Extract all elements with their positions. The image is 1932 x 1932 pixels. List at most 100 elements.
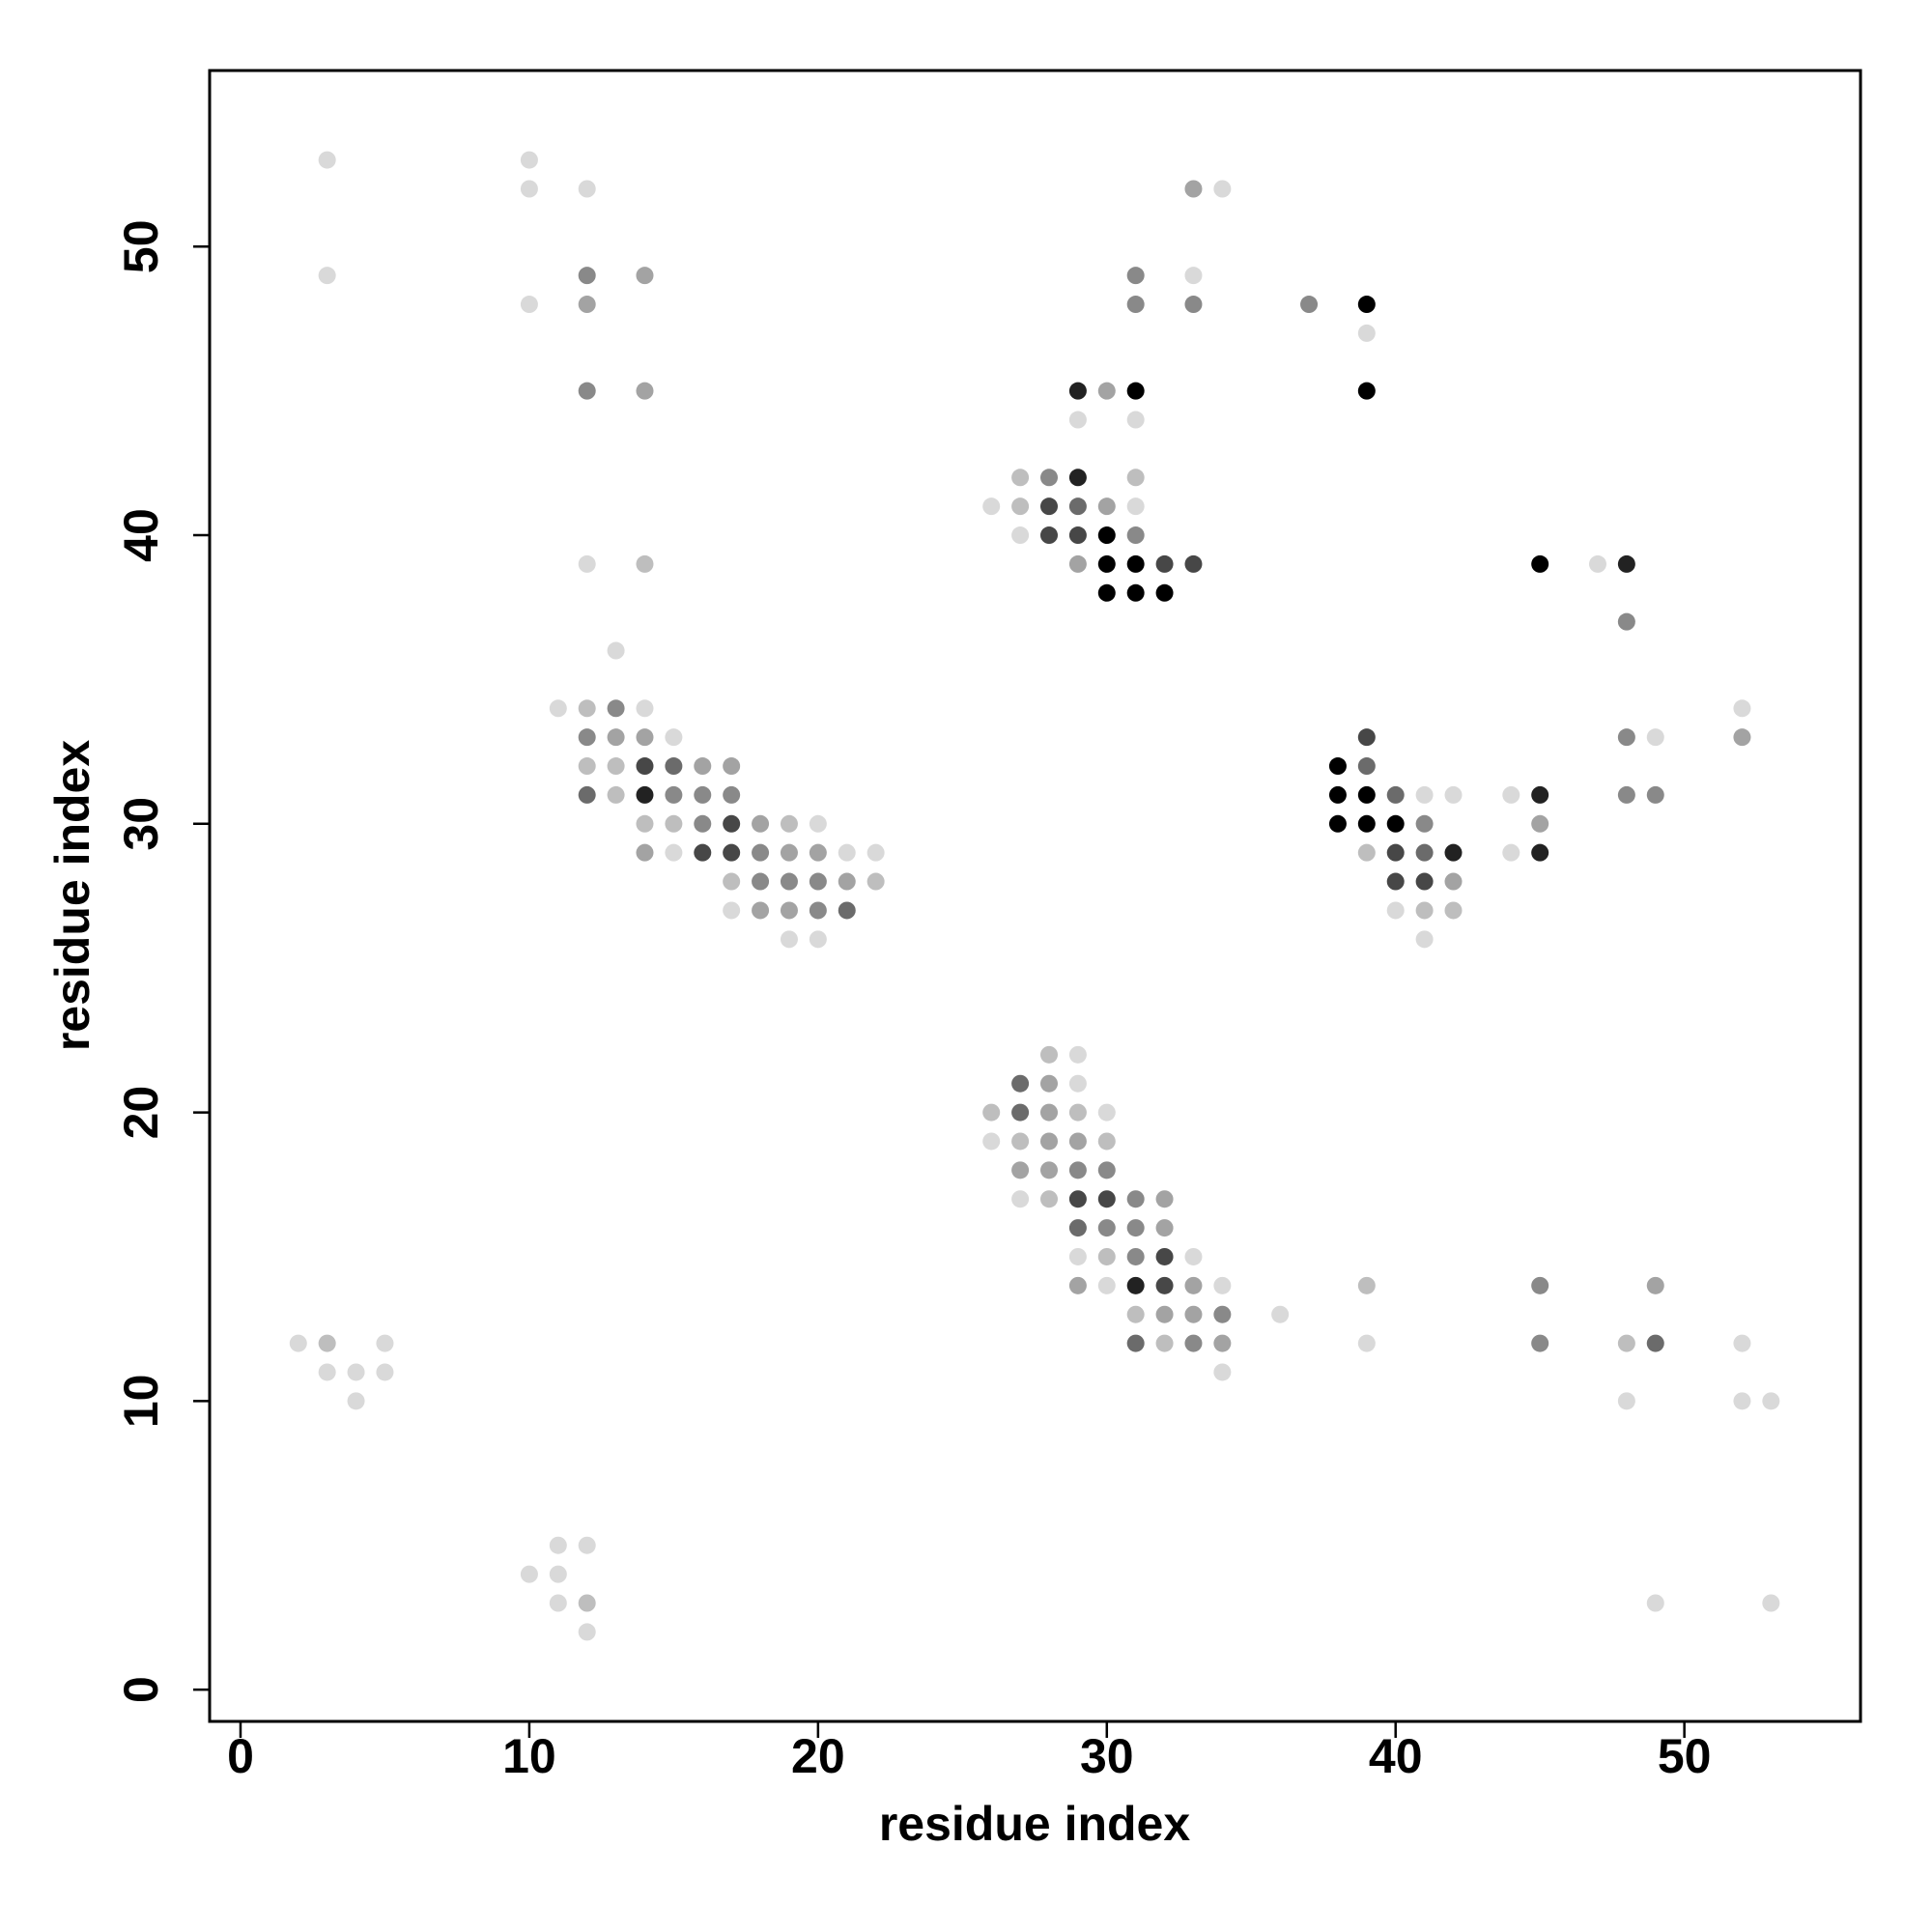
point xyxy=(1097,1190,1116,1208)
point xyxy=(1444,872,1463,891)
point xyxy=(318,151,336,169)
point xyxy=(607,785,625,804)
point xyxy=(1039,497,1058,516)
point xyxy=(1415,814,1434,833)
point xyxy=(1097,1219,1116,1237)
point xyxy=(1126,1247,1145,1265)
point xyxy=(1588,554,1606,573)
point xyxy=(1126,382,1145,400)
point xyxy=(1531,554,1549,573)
point xyxy=(867,843,885,862)
point xyxy=(1097,1161,1116,1179)
point xyxy=(318,1334,336,1352)
point xyxy=(1039,1132,1058,1151)
point xyxy=(780,814,798,833)
point xyxy=(1097,583,1116,602)
point xyxy=(1531,1334,1549,1352)
point xyxy=(1386,785,1405,804)
point xyxy=(1155,554,1174,573)
point xyxy=(1357,324,1376,342)
point xyxy=(809,930,827,949)
point xyxy=(780,872,798,891)
y-tick-label: 0 xyxy=(114,1676,168,1703)
point xyxy=(1184,1247,1203,1265)
point xyxy=(982,1103,1001,1122)
point xyxy=(376,1334,394,1352)
point xyxy=(1155,1334,1174,1352)
point xyxy=(694,785,712,804)
point xyxy=(1386,814,1405,833)
point xyxy=(1213,1363,1232,1381)
point xyxy=(636,757,654,776)
point xyxy=(1068,1074,1087,1093)
point xyxy=(520,151,538,169)
point xyxy=(549,1536,567,1554)
point xyxy=(1097,1247,1116,1265)
point xyxy=(1126,411,1145,429)
x-tick-label: 20 xyxy=(791,1729,845,1783)
point xyxy=(809,814,827,833)
x-tick-label: 0 xyxy=(227,1729,254,1783)
point xyxy=(1617,1392,1635,1410)
point xyxy=(1126,1219,1145,1237)
point xyxy=(1126,469,1145,487)
point xyxy=(1415,843,1434,862)
point xyxy=(1155,1276,1174,1294)
point xyxy=(347,1392,365,1410)
point xyxy=(289,1334,307,1352)
point xyxy=(578,1623,596,1641)
point xyxy=(1126,554,1145,573)
point xyxy=(1011,497,1030,516)
point xyxy=(636,267,654,285)
point xyxy=(1357,785,1376,804)
point xyxy=(1097,382,1116,400)
point xyxy=(578,785,596,804)
point xyxy=(1357,757,1376,776)
point xyxy=(1011,1161,1030,1179)
point xyxy=(1617,1334,1635,1352)
point xyxy=(318,267,336,285)
point xyxy=(1068,554,1087,573)
point xyxy=(578,267,596,285)
point xyxy=(578,180,596,198)
point xyxy=(1155,1247,1174,1265)
point xyxy=(1386,901,1405,920)
point xyxy=(578,554,596,573)
point xyxy=(578,699,596,718)
point xyxy=(1155,583,1174,602)
point xyxy=(665,728,683,747)
x-tick-label: 50 xyxy=(1658,1729,1712,1783)
x-tick-label: 40 xyxy=(1369,1729,1423,1783)
point xyxy=(1213,180,1232,198)
point xyxy=(1097,554,1116,573)
point xyxy=(1733,728,1751,747)
point xyxy=(1011,1190,1030,1208)
point xyxy=(1126,526,1145,545)
point xyxy=(1126,497,1145,516)
point xyxy=(1213,1334,1232,1352)
point xyxy=(665,843,683,862)
point xyxy=(1097,1103,1116,1122)
point xyxy=(636,814,654,833)
point xyxy=(665,785,683,804)
point xyxy=(1328,757,1347,776)
point xyxy=(1011,1132,1030,1151)
point xyxy=(636,382,654,400)
point xyxy=(636,843,654,862)
point xyxy=(752,901,770,920)
point xyxy=(1357,728,1376,747)
point xyxy=(752,814,770,833)
point xyxy=(1184,180,1203,198)
y-axis-title: residue index xyxy=(45,740,99,1052)
point xyxy=(982,497,1001,516)
point xyxy=(1300,296,1319,314)
point xyxy=(780,843,798,862)
point xyxy=(1328,814,1347,833)
point xyxy=(665,757,683,776)
point xyxy=(1415,872,1434,891)
point xyxy=(1097,1132,1116,1151)
point xyxy=(1762,1392,1780,1410)
x-tick-label: 30 xyxy=(1080,1729,1134,1783)
point xyxy=(1068,497,1087,516)
point xyxy=(723,757,741,776)
